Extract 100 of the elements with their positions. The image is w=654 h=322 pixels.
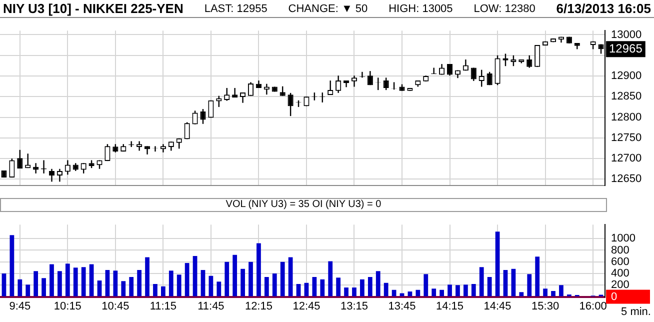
bar <box>81 267 86 296</box>
text: 5 min. <box>621 306 651 318</box>
x-tick-label: 10:15 <box>54 300 82 312</box>
candlestick <box>431 67 437 75</box>
bar <box>328 261 333 296</box>
bar <box>280 262 285 296</box>
candlestick <box>470 67 476 82</box>
y-tick-label: 13000 <box>611 28 642 41</box>
y-tick-label: 12650 <box>611 173 642 186</box>
candlestick <box>232 87 238 98</box>
bar <box>248 262 253 296</box>
y-tick-label: 0 <box>611 290 618 303</box>
bar <box>161 286 166 296</box>
candlestick <box>383 77 389 91</box>
bar <box>360 279 364 296</box>
bar <box>121 281 126 296</box>
bar <box>440 290 444 296</box>
bar <box>65 264 70 296</box>
bar <box>424 274 428 296</box>
bar <box>304 282 309 296</box>
candlestick <box>478 69 484 88</box>
chart-title: NIY U3 [10] - NIKKEI 225-YEN <box>3 1 184 16</box>
bar <box>240 268 245 296</box>
bar <box>145 257 150 296</box>
bar <box>551 290 556 296</box>
bar <box>192 256 198 296</box>
y-tick-label: 400 <box>611 268 630 280</box>
x-tick-label: 13:45 <box>388 300 416 312</box>
bar <box>344 287 348 296</box>
candlestick <box>240 92 246 104</box>
x-tick-label: 15:30 <box>532 300 560 312</box>
bar <box>487 277 492 296</box>
bar <box>184 263 190 296</box>
candlestick <box>64 160 70 176</box>
bar <box>18 279 22 296</box>
bar <box>58 271 62 296</box>
bar <box>416 290 420 296</box>
bar <box>153 284 158 296</box>
bar <box>368 277 372 296</box>
candlestick <box>9 158 15 178</box>
text: LAST: 12955 <box>204 2 268 14</box>
candlestick <box>17 149 23 170</box>
y-tick-label: 600 <box>611 256 630 268</box>
bar <box>73 268 78 296</box>
bar <box>312 277 317 296</box>
bar <box>400 293 404 296</box>
bar <box>216 282 222 296</box>
bar <box>272 274 277 296</box>
bar <box>527 274 532 296</box>
bar <box>168 270 174 296</box>
x-tick-label: 16:00 <box>579 300 607 312</box>
bar <box>448 284 452 296</box>
bar <box>89 264 94 296</box>
candlestick <box>534 44 540 68</box>
bar <box>503 270 508 296</box>
x-tick-label: 9:45 <box>9 300 31 312</box>
x-tick-label: 14:45 <box>484 300 512 312</box>
y-tick-label: 12800 <box>611 111 642 124</box>
chart-title: VOL (NIY U3) = 35 OI (NIY U3) = 0 <box>0 198 607 212</box>
candlestick <box>192 110 198 125</box>
x-tick-label: 11:15 <box>150 300 177 312</box>
bar <box>320 279 325 296</box>
bar <box>42 278 46 296</box>
bar <box>288 257 293 296</box>
candlestick <box>494 54 500 86</box>
candlestick <box>336 74 342 94</box>
y-tick-label: 12750 <box>611 132 642 144</box>
bar <box>2 274 6 296</box>
bar <box>495 232 500 296</box>
candlestick <box>288 92 294 117</box>
candlestick <box>351 74 358 88</box>
bar <box>559 285 564 296</box>
x-tick-label: 12:45 <box>292 300 320 312</box>
bar <box>256 243 261 296</box>
bar <box>200 270 206 296</box>
bar <box>264 277 269 296</box>
x-tick-label: 12:15 <box>244 300 272 312</box>
candlestick <box>510 54 516 67</box>
bar <box>535 256 540 296</box>
candlestick <box>224 87 230 102</box>
candlestick <box>367 70 373 86</box>
y-tick-label: 12900 <box>611 70 642 82</box>
bar <box>105 270 110 296</box>
bar <box>479 267 484 296</box>
bar <box>384 282 388 296</box>
x-tick-label: 11:45 <box>198 300 224 312</box>
bar <box>471 284 476 296</box>
candlestick <box>264 83 270 96</box>
candlestick <box>104 144 110 162</box>
bar <box>113 270 118 296</box>
y-tick-label: 800 <box>611 244 630 256</box>
candlestick <box>56 168 62 182</box>
y-tick-label: 12850 <box>611 90 642 103</box>
bar <box>26 284 30 296</box>
bar <box>296 284 301 296</box>
candlestick <box>128 140 134 148</box>
bar <box>224 262 230 296</box>
bar <box>176 274 182 296</box>
bar <box>456 285 460 296</box>
bar <box>392 290 396 296</box>
